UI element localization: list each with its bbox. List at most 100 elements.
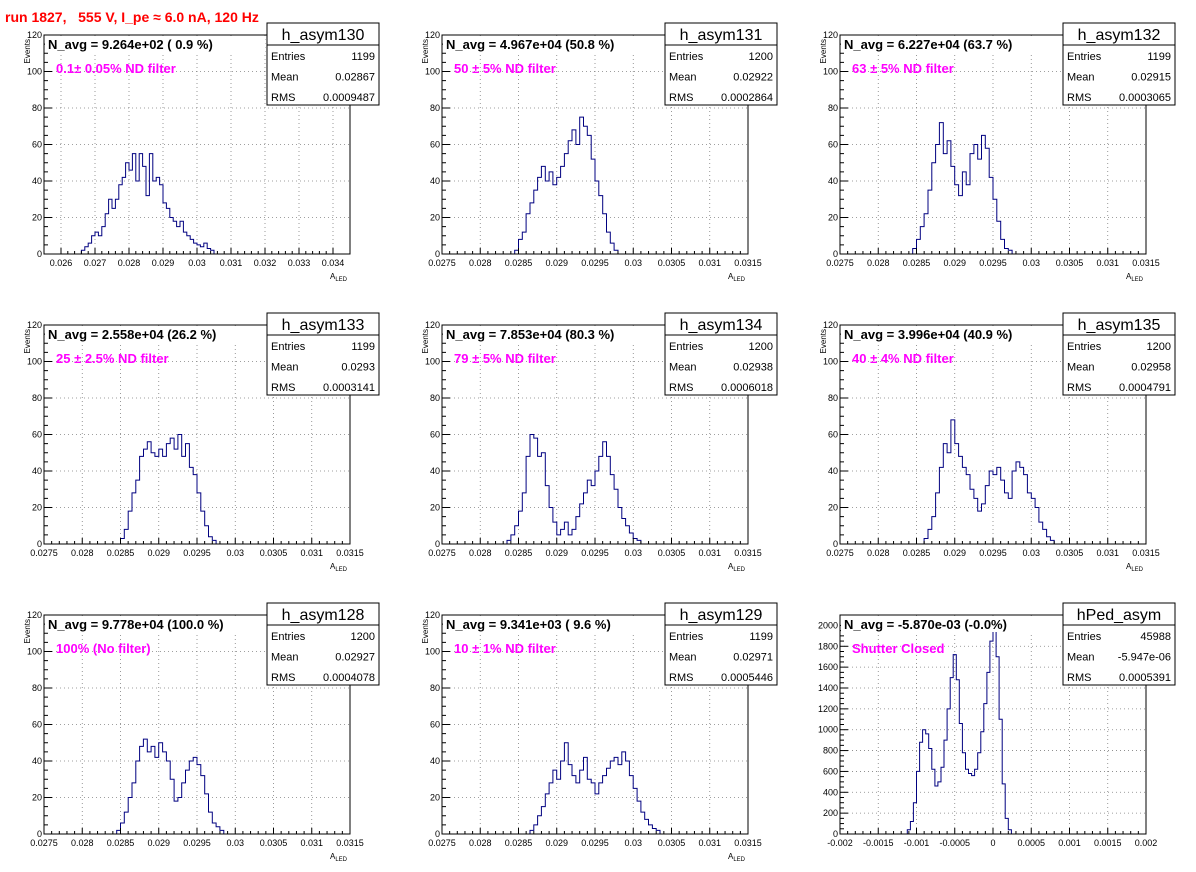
x-tick-label: 0.033 <box>288 258 311 268</box>
y-tick-label: 60 <box>430 140 440 150</box>
y-tick-label: 0 <box>833 829 838 839</box>
y-axis-label: Events <box>819 329 828 353</box>
y-tick-label: 0 <box>435 249 440 259</box>
x-tick-label: 0.0285 <box>505 548 533 558</box>
y-tick-label: 60 <box>32 430 42 440</box>
x-tick-label: 0.0315 <box>1132 258 1160 268</box>
navg-label-bg <box>45 616 265 632</box>
x-tick-label: 0.026 <box>50 258 73 268</box>
histogram-line <box>923 419 1055 544</box>
x-tick-label: 0.0015 <box>1094 838 1122 848</box>
stats-title: h_asym133 <box>282 317 365 334</box>
x-tick-label: 0.0315 <box>1132 548 1160 558</box>
x-tick-label: 0.0295 <box>183 548 211 558</box>
navg-label-bg <box>443 36 663 52</box>
x-tick-label: 0.028 <box>71 548 94 558</box>
x-tick-label: -0.002 <box>827 838 853 848</box>
x-tick-label: 0.031 <box>300 548 323 558</box>
stats-key: Mean <box>669 72 697 84</box>
x-tick-label: 0.031 <box>1096 548 1119 558</box>
stats-box <box>1062 22 1176 106</box>
stats-title: h_asym132 <box>1078 27 1161 44</box>
navg-label-bg <box>841 36 1061 52</box>
x-tick-label: 0.0305 <box>1056 548 1084 558</box>
y-tick-label: 0 <box>435 829 440 839</box>
y-tick-label: 40 <box>828 466 838 476</box>
x-tick-label: 0.029 <box>152 258 175 268</box>
filter-annotation: Shutter Closed <box>852 641 945 656</box>
stats-key: RMS <box>271 382 295 394</box>
stats-key: Entries <box>271 341 306 353</box>
navg-label: N_avg = 3.996e+04 (40.9 %) <box>844 327 1012 342</box>
x-tick-label: 0.028 <box>867 548 890 558</box>
x-tick-label: 0.031 <box>300 838 323 848</box>
stats-key: Entries <box>1067 631 1102 643</box>
x-tick-label: 0.0295 <box>979 258 1007 268</box>
x-tick-label: -0.0005 <box>939 838 970 848</box>
y-tick-label: 800 <box>823 746 838 756</box>
x-tick-label: 0.029 <box>545 548 568 558</box>
stats-box <box>664 22 778 106</box>
y-tick-label: 20 <box>828 503 838 513</box>
stats-key: Entries <box>271 51 306 63</box>
x-tick-label: 0.031 <box>698 258 721 268</box>
stats-value: 0.0005446 <box>721 672 773 684</box>
x-tick-label: 0 <box>990 838 995 848</box>
x-tick-label: 0.029 <box>943 258 966 268</box>
filter-annotation: 50 ± 5% ND filter <box>454 61 556 76</box>
histogram-line <box>514 116 619 254</box>
x-tick-label: 0.002 <box>1135 838 1158 848</box>
y-tick-label: 60 <box>32 140 42 150</box>
stats-key: RMS <box>271 92 295 104</box>
y-tick-label: 20 <box>32 503 42 513</box>
histogram-panel-h_asym129: 0.0275 0.028 0.0285 0.029 0.0295 0.03 0.0305 0.… <box>421 602 778 863</box>
stats-value: 1200 <box>1147 341 1171 353</box>
x-tick-label: 0.0285 <box>505 838 533 848</box>
x-tick-label: 0.028 <box>118 258 141 268</box>
y-tick-label: 0 <box>833 539 838 549</box>
x-tick-label: 0.029 <box>147 838 170 848</box>
x-tick-label: 0.029 <box>545 838 568 848</box>
x-tick-label: 0.0275 <box>428 548 456 558</box>
stats-value: 0.0006018 <box>721 382 773 394</box>
stats-key: RMS <box>669 382 693 394</box>
y-tick-label: 20 <box>430 793 440 803</box>
x-tick-label: 0.0315 <box>336 548 364 558</box>
y-tick-label: 60 <box>430 720 440 730</box>
stats-key: Entries <box>271 631 306 643</box>
stats-key: Mean <box>669 362 697 374</box>
y-axis-label: Events <box>23 619 32 643</box>
y-tick-label: 600 <box>823 766 838 776</box>
x-tick-label: 0.0315 <box>734 258 762 268</box>
x-tick-label: 0.0285 <box>903 258 931 268</box>
stats-key: Mean <box>1067 72 1095 84</box>
stats-title: h_asym134 <box>680 317 763 334</box>
y-tick-label: 120 <box>425 320 440 330</box>
stats-value: 0.0293 <box>341 362 375 374</box>
y-tick-label: 20 <box>828 213 838 223</box>
stats-value: 0.0009487 <box>323 92 375 104</box>
y-tick-label: 20 <box>32 793 42 803</box>
y-tick-label: 120 <box>823 320 838 330</box>
x-tick-label: 0.0305 <box>658 548 686 558</box>
stats-key: RMS <box>1067 382 1091 394</box>
stats-box <box>266 602 380 686</box>
navg-label: N_avg = 7.853e+04 (80.3 %) <box>446 327 614 342</box>
y-tick-label: 80 <box>828 393 838 403</box>
x-axis-label: ALED <box>330 272 348 283</box>
y-tick-label: 0 <box>833 249 838 259</box>
stats-title: h_asym131 <box>680 27 763 44</box>
x-tick-label: 0.0295 <box>581 258 609 268</box>
histogram-panel-h_asym135: 0.0275 0.028 0.0285 0.029 0.0295 0.03 0.0305 0.… <box>819 312 1176 573</box>
stats-value: -5.947e-06 <box>1118 652 1171 664</box>
y-tick-label: 40 <box>32 756 42 766</box>
y-axis-label: Events <box>421 619 430 643</box>
navg-label-bg <box>841 616 1061 632</box>
histogram-line <box>80 153 215 254</box>
x-tick-label: 0.028 <box>867 258 890 268</box>
filter-annotation: 25 ± 2.5% ND filter <box>56 351 169 366</box>
y-tick-label: 100 <box>27 647 42 657</box>
y-tick-label: 60 <box>430 430 440 440</box>
histogram-panel-h_asym133: 0.0275 0.028 0.0285 0.029 0.0295 0.03 0.0305 0.… <box>23 312 380 573</box>
